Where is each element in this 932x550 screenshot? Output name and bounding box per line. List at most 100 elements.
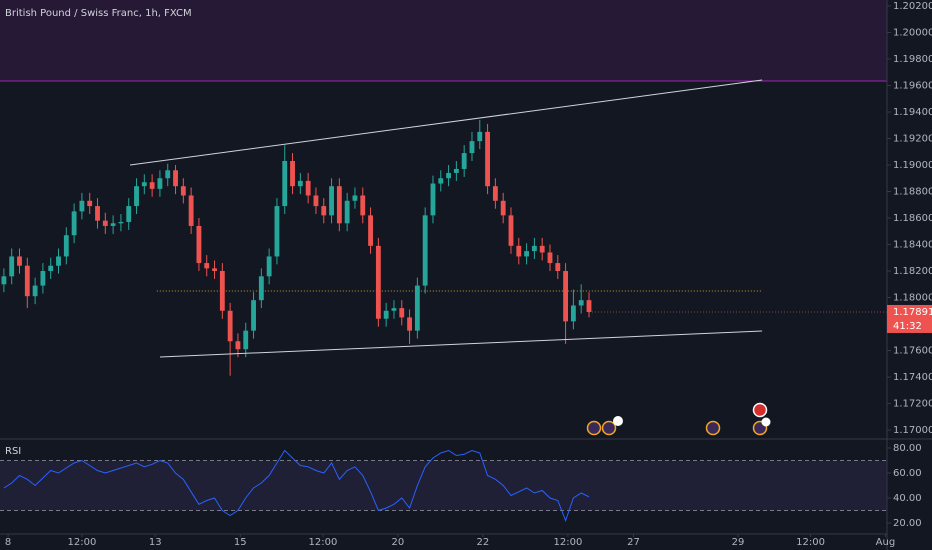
candle-body (414, 285, 420, 331)
last-price-box (887, 304, 932, 333)
y-tick-label: 1.17000 (893, 425, 932, 436)
candle-body (383, 310, 389, 319)
rsi-title: RSI (5, 446, 21, 457)
candle-body (180, 186, 186, 196)
countdown-label: 41:32 (893, 321, 922, 332)
y-tick-label: 1.18000 (893, 293, 932, 304)
x-tick-label: Aug (876, 537, 896, 548)
x-tick-label: 13 (149, 537, 162, 548)
y-tick-label: 1.19000 (893, 160, 932, 171)
x-tick-label: 29 (732, 537, 745, 548)
trendline (159, 330, 763, 358)
candle-body (258, 276, 264, 301)
candle-body (235, 341, 241, 350)
candle-body (173, 170, 178, 187)
y-tick-label: 1.19600 (893, 80, 932, 91)
candle-body (118, 221, 124, 224)
y-tick-label: 1.19400 (893, 107, 932, 118)
candle-body (282, 161, 288, 207)
candle-body (422, 215, 428, 286)
candle-body (266, 256, 272, 277)
candle-body (297, 180, 303, 187)
candle-body (508, 215, 514, 246)
candle-body (102, 220, 108, 226)
y-tick-label: 1.20200 (893, 1, 932, 12)
candle-body (375, 245, 381, 319)
last-price-label: 1.17891 (893, 307, 932, 318)
candle-body (344, 200, 350, 224)
event-icons (586, 402, 771, 436)
candle-body (141, 182, 147, 187)
y-tick-label: 1.17400 (893, 372, 932, 383)
candle-body (32, 285, 38, 297)
candle-body (134, 186, 139, 207)
candle-body (516, 245, 522, 257)
candle-body (578, 300, 584, 306)
candle-body (149, 182, 155, 189)
candle-body (204, 263, 210, 269)
candle-body (461, 153, 467, 169)
y-tick-label: 1.18600 (893, 213, 932, 224)
x-tick-label: 20 (391, 537, 404, 548)
candle-body (305, 180, 311, 196)
candle-body (336, 186, 342, 224)
y-tick-label: 1.19200 (893, 133, 932, 144)
candle-body (586, 300, 592, 312)
candle-body (446, 172, 451, 179)
candle-body (9, 256, 15, 277)
candle-body (492, 186, 498, 201)
event-icon (752, 402, 768, 418)
candle-body (407, 317, 412, 331)
candle-body (399, 308, 405, 318)
rsi-y-tick-label: 20.00 (893, 518, 922, 529)
candle-body (321, 206, 327, 216)
candle-body (313, 195, 319, 207)
y-tick-label: 1.19800 (893, 54, 932, 65)
candle-body (157, 178, 163, 189)
candle-body (329, 186, 334, 216)
rsi-line (3, 449, 590, 522)
x-tick-label: 15 (234, 537, 247, 548)
candle-body (360, 195, 366, 216)
candle-body (368, 215, 373, 246)
event-icon (705, 420, 721, 436)
event-icon (586, 420, 602, 436)
candle-body (563, 271, 569, 322)
candle-body (196, 225, 202, 264)
candle-body (438, 178, 444, 184)
candle-body (48, 265, 54, 272)
candle-body (570, 305, 576, 322)
candle-body (430, 183, 436, 216)
candle-body (87, 200, 93, 207)
candle-body (219, 271, 225, 311)
event-badge (761, 417, 771, 427)
candle-body (227, 310, 233, 342)
y-tick-label: 1.17600 (893, 346, 932, 357)
candle-body (274, 206, 280, 257)
candle-body (547, 252, 553, 264)
candle-body (243, 330, 249, 350)
candle-body (1, 276, 7, 285)
candle-body (188, 195, 194, 226)
x-tick-label: 12:00 (309, 537, 338, 548)
chart-title: British Pound / Swiss Franc, 1h, FXCM (5, 8, 192, 19)
candle-body (79, 200, 85, 212)
axis-layer: 1.170001.172001.174001.176001.178001.180… (5, 1, 932, 548)
candle-body (539, 245, 545, 253)
rsi-y-tick-label: 40.00 (893, 493, 922, 504)
candle-body (56, 256, 61, 266)
candle-body (40, 271, 46, 286)
candle-body (251, 300, 256, 331)
candle-body (555, 263, 561, 272)
candle-body (485, 131, 490, 187)
rsi-y-tick-label: 80.00 (893, 443, 922, 454)
candle-body (524, 251, 530, 257)
candle-body (453, 168, 459, 173)
y-tick-label: 1.17200 (893, 399, 932, 410)
candle-body (391, 308, 397, 311)
candle-body (531, 245, 537, 252)
y-tick-label: 1.18800 (893, 187, 932, 198)
candle-body (63, 235, 69, 257)
plot-layer (0, 0, 887, 522)
